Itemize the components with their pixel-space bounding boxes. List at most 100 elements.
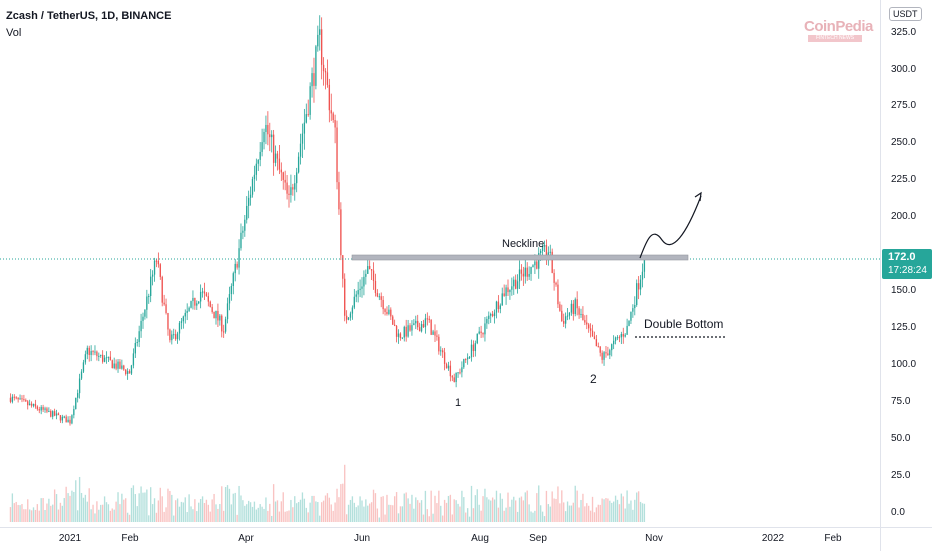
candle-body [524,267,526,277]
volume-bar [401,506,404,522]
volume-bar [151,504,154,522]
volume-bar [319,515,321,522]
volume-bar [267,510,269,522]
volume-bar [397,513,400,522]
candle-body [563,321,565,324]
candle-body [271,134,273,138]
price-tick-label: 75.0 [891,396,911,407]
volume-bar [211,499,213,522]
candle-body [399,333,402,338]
currency-button[interactable]: USDT [889,7,922,21]
candle-body [27,401,29,406]
volume-bar [520,496,523,522]
neckline-line[interactable] [351,254,689,261]
volume-bar [109,510,112,522]
volume-bar [515,500,517,522]
candle-body [134,342,136,354]
volume-bars [9,464,646,522]
candle-body [390,309,392,317]
candle-body [453,377,455,383]
chart-area[interactable]: Zcash / TetherUS, 1D, BINANCE Vol Neckli… [0,0,880,527]
candle-body [84,354,87,363]
price-tick-label: 225.0 [891,174,917,185]
candle-body [276,153,279,159]
candle-body [209,301,211,307]
volume-bar [488,499,490,522]
volume-bar [563,502,565,522]
volume-bar [449,494,452,522]
candle-body [549,251,551,253]
volume-bar [463,497,465,522]
projection-arrow-path[interactable] [639,195,702,259]
candle-body [272,134,275,163]
candle-body [240,232,242,249]
volume-bar [27,499,29,522]
volume-bar [184,497,186,522]
price-chart[interactable] [0,0,880,527]
candle-body [516,281,519,289]
volume-bar [403,493,405,522]
candle-body [449,365,452,377]
candle-body [328,84,331,111]
candle-body [174,334,177,340]
candle-body [559,304,561,311]
candle-body [73,409,75,416]
candle-body [9,397,12,402]
candle-body [242,230,244,233]
volume-bar [159,487,161,522]
candle-body [267,124,269,135]
candle-body [315,46,317,86]
candle-body [319,29,321,35]
candle-body [269,134,271,138]
candle-body [470,344,473,358]
volume-bar [257,507,259,522]
volume-bar [236,514,238,522]
volume-bar [637,491,640,522]
candle-body [126,371,129,374]
candle-body [192,297,194,302]
candle-body [317,34,319,47]
time-scale[interactable]: 2021 Feb Apr Jun Aug Sep Nov 2022 Feb [0,527,880,551]
candle-body [234,263,236,274]
volume-bar [466,508,469,522]
candle-body [495,301,498,313]
volume-bar [357,505,359,522]
volume-bar [478,504,480,522]
volume-bar [230,504,233,522]
candle-body [586,322,588,325]
candle-body [217,310,219,321]
volume-bar [196,511,198,522]
chart-title: Zcash / TetherUS, 1D, BINANCE [6,10,172,22]
candle-body [117,361,119,369]
volume-bar [240,495,242,522]
candle-body [69,419,71,424]
volume-bar [586,503,588,522]
candle-body [578,308,580,315]
candle-body [501,293,503,306]
volume-bar [490,500,492,522]
candle-body [418,327,421,332]
candle-body [570,303,573,313]
candle-body [136,342,138,344]
volume-bar [486,497,488,522]
candle-body [303,122,306,134]
volume-bar [217,508,219,522]
candle-body [490,314,492,316]
volume-bar [86,501,88,522]
candle-body [301,133,304,144]
volume-bar [111,508,113,522]
candle-body [522,273,525,277]
volume-bar [434,495,436,522]
volume-bar [132,485,135,522]
volume-bar [472,508,475,522]
candle-body [65,416,67,423]
volume-bar [538,485,540,522]
candle-body [397,333,400,337]
candle-body [238,248,240,268]
price-scale[interactable]: USDT 325.0 300.0 275.0 250.0 225.0 200.0 150.0… [880,0,932,527]
candle-body [297,156,300,173]
volume-bar [386,494,388,522]
candle-body [626,325,628,335]
volume-bar [447,495,450,522]
volume-bar [342,483,344,522]
